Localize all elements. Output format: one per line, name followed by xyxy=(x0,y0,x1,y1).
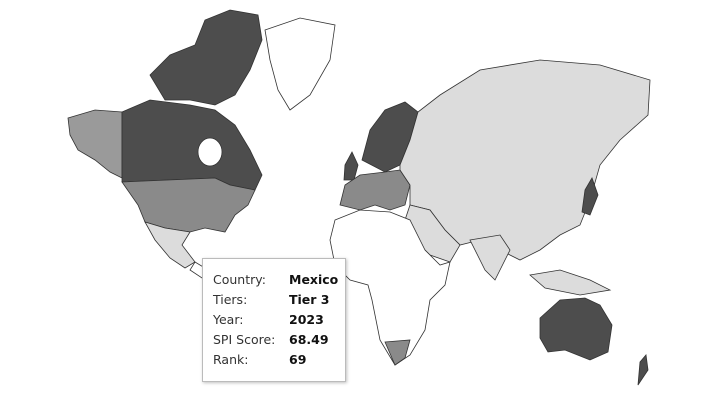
hudson-bay xyxy=(197,137,223,167)
tooltip-label: Rank: xyxy=(213,351,249,367)
country-canada[interactable] xyxy=(121,99,263,191)
tooltip-label: Year: xyxy=(213,311,244,327)
tooltip-value: 2023 xyxy=(289,311,324,327)
tooltip-value: Tier 3 xyxy=(289,291,330,307)
country-japan[interactable] xyxy=(581,177,599,216)
tooltip-label: SPI Score: xyxy=(213,331,276,347)
country-tooltip: Country: Mexico Tiers: Tier 3 Year: 2023 SP… xyxy=(202,258,346,382)
tooltip-row-year: Year: 2023 xyxy=(213,309,345,329)
tooltip-row-tier: Tiers: Tier 3 xyxy=(213,289,345,309)
country-usa[interactable] xyxy=(121,177,256,233)
country-australia[interactable] xyxy=(539,297,613,361)
tooltip-row-spi-score: SPI Score: 68.49 xyxy=(213,329,345,349)
region-indonesia[interactable] xyxy=(529,269,612,296)
tooltip-row-rank: Rank: 69 xyxy=(213,349,345,369)
tooltip-row-country: Country: Mexico xyxy=(213,269,345,289)
tooltip-value: 69 xyxy=(289,351,307,367)
country-south-africa[interactable] xyxy=(384,339,411,366)
country-alaska[interactable] xyxy=(67,109,123,179)
tooltip-label: Country: xyxy=(213,271,266,287)
country-greenland[interactable] xyxy=(264,17,336,111)
country-new-zealand[interactable] xyxy=(637,354,649,386)
tooltip-value: 68.49 xyxy=(289,331,329,347)
region-africa[interactable] xyxy=(329,209,451,366)
country-india[interactable] xyxy=(469,234,511,281)
country-uk[interactable] xyxy=(343,151,359,181)
tooltip-value: Mexico xyxy=(289,271,339,287)
tooltip-label: Tiers: xyxy=(213,291,248,307)
country-canada-islands[interactable] xyxy=(149,9,263,106)
